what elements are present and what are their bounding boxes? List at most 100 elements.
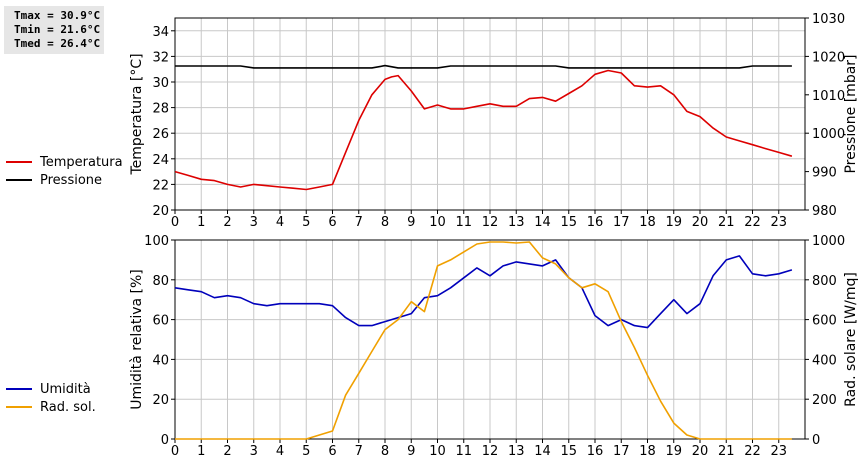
x-tick-label: 19 <box>665 444 682 459</box>
legend-label-temperatura: Temperatura <box>40 154 123 170</box>
x-tick-label: 4 <box>276 444 284 459</box>
x-tick-label: 14 <box>534 215 551 230</box>
x-tick-label: 8 <box>381 215 389 230</box>
x-tick-label: 20 <box>692 444 709 459</box>
x-tick-label: 15 <box>560 444 577 459</box>
y-tick-label: 60 <box>152 314 169 329</box>
legend-swatch-radsol <box>6 406 32 408</box>
legend-label-umidita: Umidità <box>40 381 91 397</box>
x-tick-label: 2 <box>223 215 231 230</box>
x-tick-label: 2 <box>223 444 231 459</box>
x-tick-label: 16 <box>587 215 604 230</box>
y2-tick-label: 1000 <box>812 127 845 142</box>
x-tick-label: 22 <box>744 444 761 459</box>
y2-axis-label: Rad. solare [W/mq] <box>843 272 859 407</box>
y-tick-label: 32 <box>152 50 169 65</box>
y2-axis-label: Pressione [mbar] <box>843 54 859 173</box>
tmed-text: Tmed = 26.4°C <box>14 37 101 50</box>
series-line-pressione <box>175 64 792 69</box>
y2-tick-label: 200 <box>812 393 837 408</box>
legend-label-radsol: Rad. sol. <box>40 399 96 415</box>
x-tick-label: 5 <box>302 215 310 230</box>
x-tick-label: 22 <box>744 215 761 230</box>
legend-item-pressione: Pressione <box>6 171 123 189</box>
series-line-rad-sol <box>175 241 792 440</box>
x-tick-label: 21 <box>718 444 735 459</box>
y2-tick-label: 1020 <box>812 50 845 65</box>
y-tick-label: 24 <box>152 153 169 168</box>
x-tick-label: 9 <box>407 215 415 230</box>
x-tick-label: 18 <box>639 215 656 230</box>
series-line-temperatura <box>174 69 793 191</box>
x-tick-label: 4 <box>276 215 284 230</box>
x-tick-label: 6 <box>328 215 336 230</box>
y-axis-label: Umidità relativa [%] <box>129 269 145 410</box>
legend-item-umidita: Umidità <box>6 380 96 398</box>
x-tick-label: 11 <box>455 444 472 459</box>
x-tick-label: 3 <box>250 444 258 459</box>
y2-tick-label: 1000 <box>812 234 845 249</box>
y-tick-label: 22 <box>152 178 169 193</box>
legend-swatch-temperatura <box>6 161 32 163</box>
x-tick-label: 0 <box>171 215 179 230</box>
y2-tick-label: 1010 <box>812 89 845 104</box>
legend-top: Temperatura Pressione <box>6 153 123 189</box>
x-tick-label: 11 <box>455 215 472 230</box>
x-tick-label: 1 <box>197 444 205 459</box>
x-tick-label: 10 <box>429 444 446 459</box>
x-tick-label: 20 <box>692 215 709 230</box>
y-tick-label: 28 <box>152 102 169 117</box>
x-tick-label: 18 <box>639 444 656 459</box>
legend-item-temperatura: Temperatura <box>6 153 123 171</box>
legend-swatch-pressione <box>6 179 32 181</box>
x-tick-label: 23 <box>770 444 787 459</box>
y2-tick-label: 990 <box>812 166 837 181</box>
legend-swatch-umidita <box>6 388 32 390</box>
y2-tick-label: 800 <box>812 274 837 289</box>
x-tick-label: 19 <box>665 215 682 230</box>
y2-tick-label: 980 <box>812 204 837 219</box>
tmax-text: Tmax = 30.9°C <box>14 9 101 22</box>
y-tick-label: 20 <box>152 204 169 219</box>
y-tick-label: 30 <box>152 76 169 91</box>
y-tick-label: 0 <box>161 433 169 448</box>
x-tick-label: 1 <box>197 215 205 230</box>
x-tick-label: 10 <box>429 215 446 230</box>
y2-tick-label: 600 <box>812 314 837 329</box>
x-tick-label: 5 <box>302 444 310 459</box>
x-tick-label: 7 <box>355 215 363 230</box>
y2-tick-label: 400 <box>812 353 837 368</box>
x-tick-label: 15 <box>560 215 577 230</box>
y-axis-label: Temperatura [°C] <box>129 53 145 175</box>
x-tick-label: 17 <box>613 215 630 230</box>
legend-bottom: Umidità Rad. sol. <box>6 380 96 416</box>
legend-item-radsol: Rad. sol. <box>6 398 96 416</box>
x-tick-label: 12 <box>482 215 499 230</box>
x-tick-label: 14 <box>534 444 551 459</box>
x-tick-label: 16 <box>587 444 604 459</box>
x-tick-label: 23 <box>770 215 787 230</box>
y2-tick-label: 0 <box>812 433 820 448</box>
x-tick-label: 13 <box>508 215 525 230</box>
y2-tick-label: 1030 <box>812 12 845 27</box>
legend-label-pressione: Pressione <box>40 172 103 188</box>
x-tick-label: 6 <box>328 444 336 459</box>
x-tick-label: 7 <box>355 444 363 459</box>
y-tick-label: 26 <box>152 127 169 142</box>
x-tick-label: 17 <box>613 444 630 459</box>
x-tick-label: 12 <box>482 444 499 459</box>
x-tick-label: 8 <box>381 444 389 459</box>
series-line-umidit <box>174 255 793 329</box>
stats-box: Tmax = 30.9°C Tmin = 21.6°C Tmed = 26.4°… <box>4 6 104 54</box>
y-tick-label: 34 <box>152 25 169 40</box>
y-tick-label: 40 <box>152 353 169 368</box>
x-tick-label: 3 <box>250 215 258 230</box>
tmin-text: Tmin = 21.6°C <box>14 23 101 36</box>
y-tick-label: 100 <box>144 234 169 249</box>
x-tick-label: 0 <box>171 444 179 459</box>
y-tick-label: 80 <box>152 274 169 289</box>
x-tick-label: 9 <box>407 444 415 459</box>
y-tick-label: 20 <box>152 393 169 408</box>
x-tick-label: 21 <box>718 215 735 230</box>
